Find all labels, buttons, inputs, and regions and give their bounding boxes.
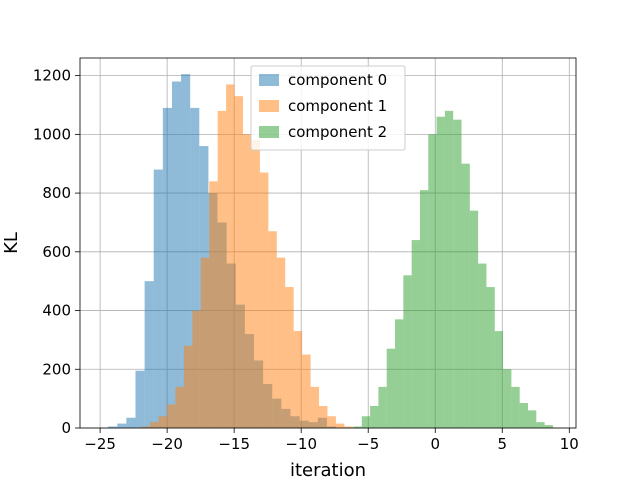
legend-label: component 1 <box>288 97 387 115</box>
legend-swatch <box>259 74 279 86</box>
histogram-bar <box>234 96 244 428</box>
histogram-bar <box>528 410 537 428</box>
axes-layer <box>79 57 577 429</box>
histogram-bar <box>209 181 218 428</box>
y-tick-label: 600 <box>42 243 71 261</box>
y-tick-label: 0 <box>61 419 71 437</box>
ticks-layer: −25 −20 −15 −10 −5 0 5 10 0 200 400 600 800 1000 1200 <box>33 67 579 453</box>
histogram-bar <box>285 287 294 428</box>
histogram-bar <box>171 81 182 428</box>
histogram-bar <box>511 386 520 428</box>
histogram-bar <box>200 257 210 428</box>
histogram-bar <box>192 310 201 428</box>
histogram-bar <box>353 426 362 428</box>
legend-swatch <box>259 126 279 138</box>
histogram-bar <box>494 331 504 428</box>
histogram-bar <box>243 134 252 428</box>
histogram-bar <box>268 231 277 428</box>
legend-label: component 0 <box>288 71 387 89</box>
histogram-bar <box>276 257 286 428</box>
histogram-bar <box>251 140 260 428</box>
x-axis-label: iteration <box>290 460 366 480</box>
histogram-bar <box>217 110 227 428</box>
histogram-bar <box>150 422 159 428</box>
y-tick-label: 1200 <box>33 67 71 85</box>
legend: component 0 component 1 component 2 <box>250 65 406 151</box>
x-tick-label: −10 <box>285 435 317 453</box>
y-tick-label: 1000 <box>33 125 71 143</box>
series-2 <box>353 110 553 429</box>
histogram-bar <box>117 423 127 428</box>
histogram-bar <box>536 422 545 428</box>
histogram-bar <box>167 404 176 428</box>
histogram-bar <box>478 263 487 428</box>
histogram-bar <box>310 386 320 428</box>
histogram-bar <box>453 119 462 429</box>
histogram-bar <box>319 405 328 428</box>
series-1 <box>141 84 353 428</box>
histogram-bar <box>386 348 396 428</box>
histogram-bar <box>544 425 553 428</box>
histogram-bar <box>361 416 371 428</box>
histogram-bar <box>428 134 437 428</box>
histogram-bar <box>141 426 151 428</box>
histogram-bar <box>519 403 529 428</box>
histogram-bar <box>335 423 345 428</box>
histogram-bar <box>444 110 454 428</box>
histogram-bar <box>461 163 470 428</box>
histogram-bar <box>144 281 154 428</box>
histogram-bar <box>135 370 145 428</box>
histogram-bar <box>469 210 479 428</box>
histogram-bar <box>126 417 136 428</box>
legend-box <box>250 65 406 151</box>
histogram-bar <box>411 240 420 428</box>
histogram-bar <box>436 116 445 428</box>
plot-frame <box>79 57 577 429</box>
histogram-bar <box>190 107 200 429</box>
x-tick-label: −25 <box>84 435 116 453</box>
histogram-bar <box>344 426 353 428</box>
y-tick-label: 200 <box>42 360 71 378</box>
y-tick-label: 800 <box>42 184 71 202</box>
legend-swatch <box>259 100 279 112</box>
histogram-bar <box>226 84 235 428</box>
histogram-bar <box>153 169 163 429</box>
histogram-bar <box>302 354 311 428</box>
histogram-bar <box>293 331 303 428</box>
histogram-bar <box>395 319 404 428</box>
histogram-bar <box>403 275 412 428</box>
bars-layer <box>108 74 553 429</box>
histogram-bar <box>378 386 387 428</box>
histogram-bar <box>108 426 118 428</box>
histogram-bar <box>327 416 336 428</box>
histogram-bar <box>419 190 429 428</box>
histogram-bar <box>183 345 193 428</box>
x-tick-label: −15 <box>218 435 250 453</box>
histogram-bar <box>370 405 379 428</box>
x-tick-label: 0 <box>430 435 440 453</box>
x-tick-label: −5 <box>357 435 379 453</box>
histogram-bar <box>175 386 184 428</box>
histogram-bar <box>158 416 168 428</box>
y-tick-label: 400 <box>42 302 71 320</box>
x-tick-label: 5 <box>497 435 507 453</box>
y-axis-label: KL <box>1 232 22 254</box>
histogram-bar <box>503 369 512 428</box>
histogram-bar <box>486 287 495 428</box>
x-tick-label: −20 <box>151 435 183 453</box>
x-tick-label: 10 <box>560 435 579 453</box>
histogram-bar <box>162 107 172 429</box>
legend-label: component 2 <box>288 123 387 141</box>
histogram-bar <box>259 172 269 428</box>
histogram-bar <box>181 74 191 429</box>
